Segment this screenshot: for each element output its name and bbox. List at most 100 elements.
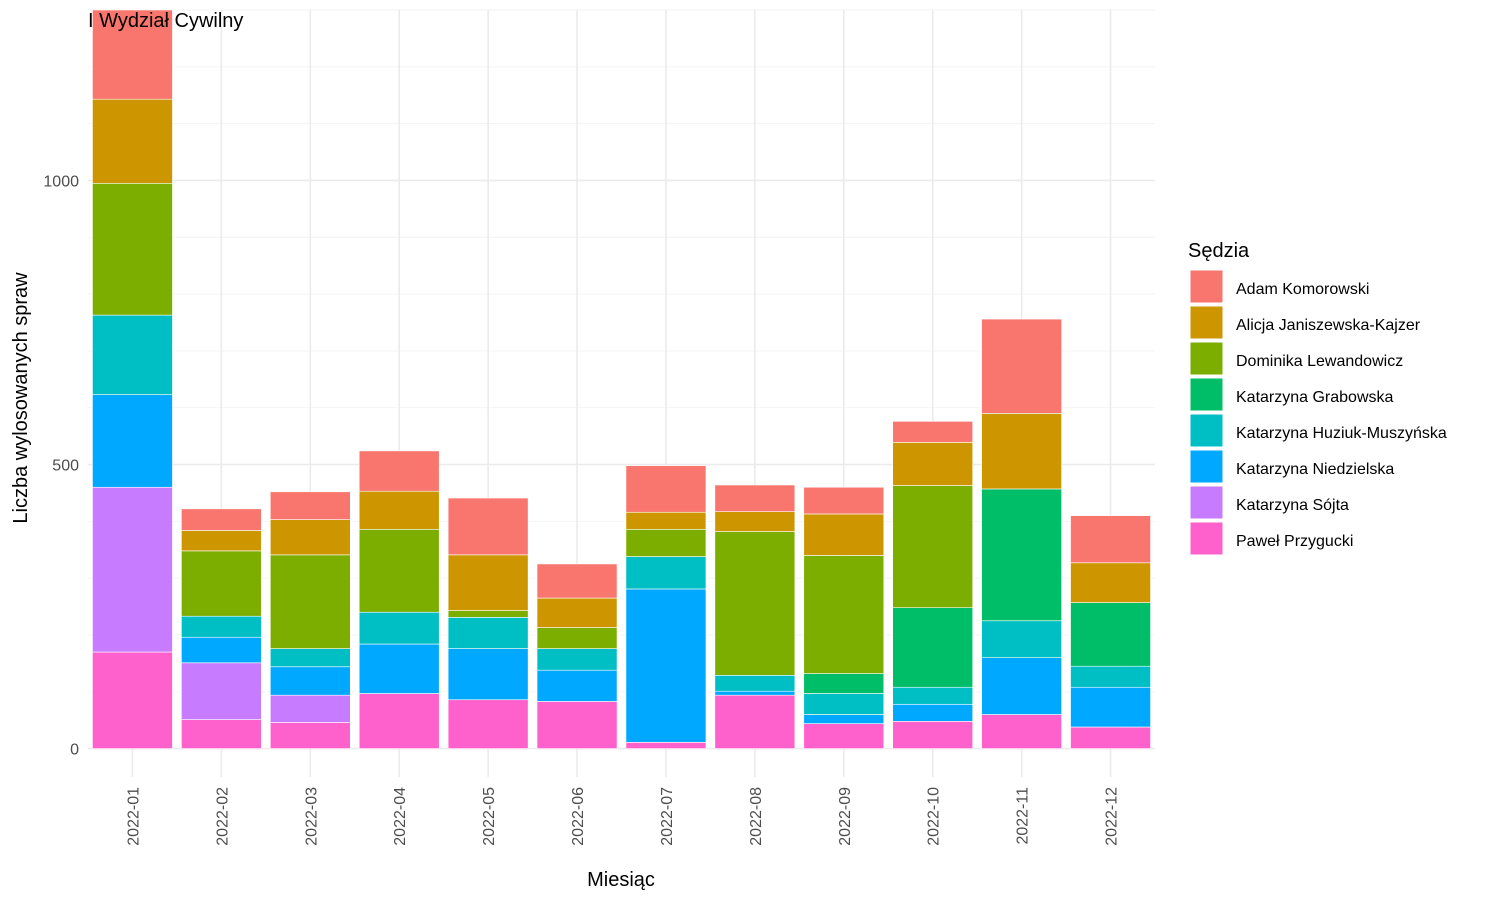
bar-segment xyxy=(181,508,262,531)
bar-segment xyxy=(714,694,796,749)
bar-segment xyxy=(536,669,618,702)
bar-segment xyxy=(181,530,262,552)
bar-segment xyxy=(269,519,351,556)
legend-item: Adam Komorowski xyxy=(1189,269,1369,304)
chart-title: I Wydział Cywilny xyxy=(88,10,243,32)
x-axis-title: Miesiąc xyxy=(587,869,655,891)
bar-segment xyxy=(358,693,440,749)
legend-swatch xyxy=(1189,305,1224,340)
bar-segment xyxy=(92,98,173,184)
bar-segment xyxy=(269,648,351,668)
bar-segment xyxy=(892,721,974,749)
bar-segment xyxy=(447,617,529,649)
legend-label: Paweł Przygucki xyxy=(1236,533,1353,550)
bar-stack-2022-09 xyxy=(803,486,885,749)
bar-segment xyxy=(269,722,351,749)
x-tick-label: 2022-10 xyxy=(926,787,943,846)
bar-stack-2022-07 xyxy=(625,465,707,749)
bar-segment xyxy=(269,491,351,520)
legend-label: Katarzyna Huziuk-Muszyńska xyxy=(1236,425,1447,442)
legend-item: Katarzyna Huziuk-Muszyńska xyxy=(1189,413,1447,448)
bar-segment xyxy=(181,615,262,638)
bar-segment xyxy=(181,662,262,720)
y-axis-title: Liczba wylosowanych spraw xyxy=(10,272,32,524)
bar-segment xyxy=(447,610,529,618)
bar-segment xyxy=(358,611,440,645)
legend-label: Katarzyna Sójta xyxy=(1236,497,1349,514)
bar-segment xyxy=(269,666,351,696)
bar-segment xyxy=(536,627,618,649)
bar-segment xyxy=(92,394,173,488)
legend-label: Adam Komorowski xyxy=(1236,281,1369,298)
x-tick-label: 2022-07 xyxy=(659,787,676,846)
bar-stack-2022-12 xyxy=(1070,515,1151,749)
legend-swatch xyxy=(1189,269,1224,304)
bar-segment xyxy=(1070,726,1151,749)
bar-stack-2022-08 xyxy=(714,484,796,749)
bar-segment xyxy=(803,693,885,715)
bar-segment xyxy=(981,657,1062,715)
legend-label: Alicja Janiszewska-Kajzer xyxy=(1236,317,1421,334)
bar-segment xyxy=(714,531,796,676)
bar-segment xyxy=(625,465,707,513)
bar-segment xyxy=(92,9,173,100)
bar-segment xyxy=(803,486,885,515)
bar-segment xyxy=(92,314,173,395)
bar-segment xyxy=(625,528,707,557)
bar-stacks xyxy=(92,9,1151,749)
bar-stack-2022-02 xyxy=(181,508,262,749)
bar-segment xyxy=(892,442,974,486)
bar-segment xyxy=(1070,515,1151,564)
legend-swatch xyxy=(1189,449,1224,484)
bar-segment xyxy=(447,648,529,701)
bar-segment xyxy=(981,318,1062,414)
y-tick-label: 1000 xyxy=(43,173,79,190)
bar-segment xyxy=(536,701,618,749)
bar-stack-2022-06 xyxy=(536,563,618,749)
bar-segment xyxy=(1070,686,1151,728)
legend-swatch xyxy=(1189,341,1224,376)
bar-segment xyxy=(625,742,707,749)
legend-label: Katarzyna Grabowska xyxy=(1236,389,1394,406)
legend-item: Katarzyna Grabowska xyxy=(1189,377,1394,412)
x-tick-label: 2022-06 xyxy=(570,787,587,846)
bar-segment xyxy=(892,703,974,722)
legend-item: Dominika Lewandowicz xyxy=(1189,341,1403,376)
bar-segment xyxy=(1070,665,1151,688)
bar-segment xyxy=(536,597,618,628)
bar-segment xyxy=(358,490,440,530)
legend-item: Paweł Przygucki xyxy=(1189,521,1353,556)
x-tick-label: 2022-12 xyxy=(1104,787,1121,846)
bar-segment xyxy=(536,648,618,671)
legend-item: Katarzyna Niedzielska xyxy=(1189,449,1394,484)
legend-item: Alicja Janiszewska-Kajzer xyxy=(1189,305,1421,340)
x-tick-label: 2022-05 xyxy=(481,787,498,846)
bar-segment xyxy=(981,620,1062,658)
bar-segment xyxy=(714,690,796,696)
legend-title: Sędzia xyxy=(1188,240,1250,262)
legend-label: Dominika Lewandowicz xyxy=(1236,353,1403,370)
bar-segment xyxy=(892,485,974,608)
bar-segment xyxy=(181,636,262,664)
bar-segment xyxy=(358,643,440,694)
bar-segment xyxy=(447,497,529,556)
bar-segment xyxy=(1070,602,1151,667)
bar-segment xyxy=(447,699,529,749)
bar-stack-2022-10 xyxy=(892,421,974,749)
bar-segment xyxy=(536,563,618,599)
legend-swatch xyxy=(1189,377,1224,412)
bar-segment xyxy=(714,511,796,532)
bar-stack-2022-11 xyxy=(981,318,1062,749)
x-tick-label: 2022-02 xyxy=(214,787,231,846)
legend-swatch xyxy=(1189,521,1224,556)
bar-segment xyxy=(892,686,974,705)
bar-segment xyxy=(803,714,885,724)
x-tick-label: 2022-11 xyxy=(1015,787,1032,845)
x-axis-ticks: 2022-01 2022-02 2022-03 2022-04 2022-05 2022-… xyxy=(125,787,1120,846)
x-tick-label: 2022-01 xyxy=(125,787,142,846)
bar-stack-2022-04 xyxy=(358,450,440,749)
bar-segment xyxy=(92,182,173,316)
bar-segment xyxy=(92,651,173,749)
legend-item: Katarzyna Sójta xyxy=(1189,485,1349,520)
bar-segment xyxy=(625,511,707,530)
